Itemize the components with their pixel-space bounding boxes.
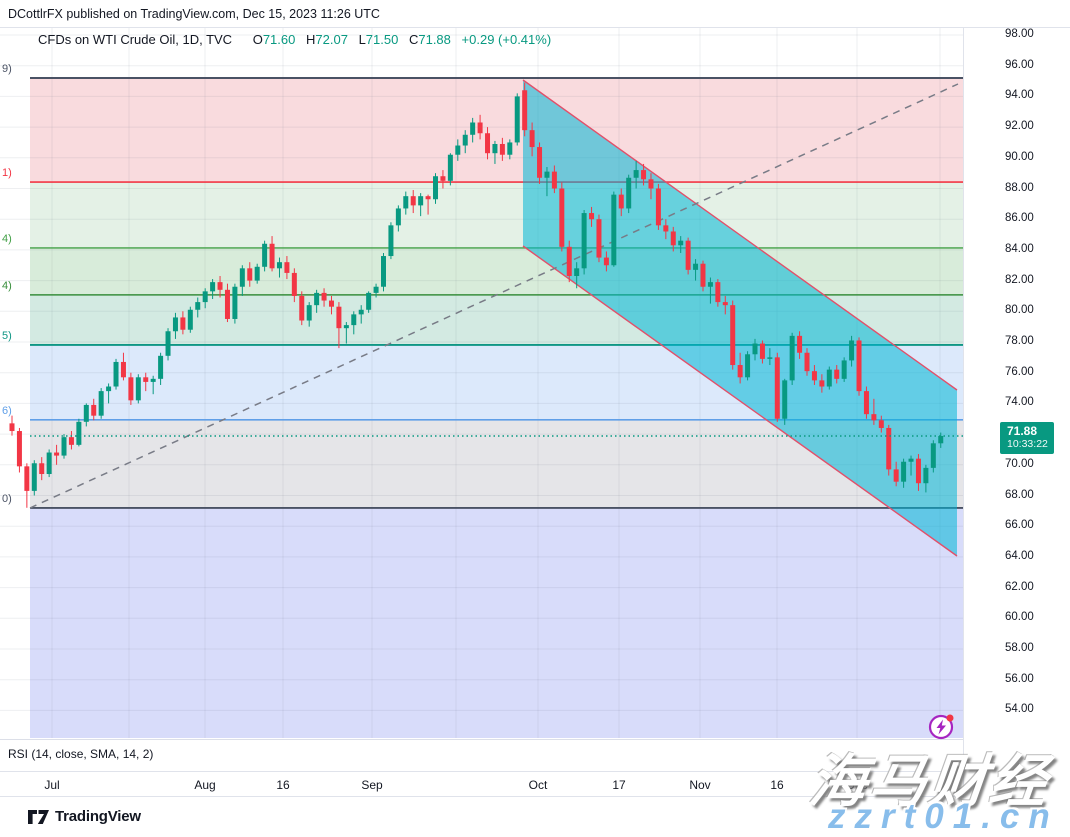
close-label: C bbox=[408, 32, 419, 47]
price-tick: 68.00 bbox=[1005, 488, 1034, 501]
high-label: H bbox=[306, 32, 316, 47]
footer: TradingView bbox=[0, 797, 1070, 836]
tradingview-logo-text: TradingView bbox=[55, 808, 141, 825]
publisher-text: DCottlrFX published on TradingView.com, … bbox=[8, 7, 380, 21]
clipped-price-level-label: 1) bbox=[2, 167, 12, 180]
chart-legend: CFDs on WTI Crude Oil, 1D, TVC O71.60 H7… bbox=[38, 32, 551, 47]
low-value: 71.50 bbox=[365, 32, 399, 47]
current-price-label: 71.88 10:33:22 bbox=[1000, 421, 1054, 454]
clipped-price-level-label: 6) bbox=[2, 404, 12, 417]
rsi-label: RSI (14, close, SMA, 14, 2) bbox=[8, 747, 154, 761]
lightning-bolt-icon bbox=[928, 714, 954, 740]
time-tick: Sep bbox=[361, 778, 383, 792]
rsi-pane[interactable]: RSI (14, close, SMA, 14, 2) bbox=[0, 739, 963, 772]
zone-red-zone bbox=[30, 77, 963, 183]
flash-ideas-button[interactable] bbox=[927, 711, 957, 741]
price-tick: 90.00 bbox=[1005, 150, 1034, 163]
current-price-value: 71.88 bbox=[1007, 423, 1038, 438]
price-tick: 82.00 bbox=[1005, 273, 1034, 286]
symbol-title: CFDs on WTI Crude Oil, 1D, TVC bbox=[38, 32, 233, 47]
price-tick: 76.00 bbox=[1005, 365, 1034, 378]
clipped-price-level-label: 0) bbox=[2, 492, 12, 505]
high-value: 72.07 bbox=[315, 32, 348, 47]
low-label: L bbox=[358, 32, 366, 47]
open-label: O bbox=[252, 32, 263, 47]
price-tick: 66.00 bbox=[1005, 519, 1034, 532]
price-tick: 58.00 bbox=[1005, 642, 1034, 654]
price-tick: 88.00 bbox=[1005, 181, 1034, 194]
tradingview-logo[interactable]: TradingView bbox=[28, 808, 141, 825]
clipped-price-level-label: 4) bbox=[2, 279, 12, 292]
price-tick: 96.00 bbox=[1005, 58, 1034, 71]
price-tick: 92.00 bbox=[1005, 120, 1034, 133]
price-tick: 86.00 bbox=[1005, 212, 1034, 225]
open-value: 71.60 bbox=[262, 32, 296, 47]
tradingview-mark-icon bbox=[28, 809, 49, 824]
price-tick: 64.00 bbox=[1005, 549, 1034, 562]
zone-green-zone-1 bbox=[30, 182, 963, 248]
price-tick: 70.00 bbox=[1005, 457, 1034, 470]
publisher-bar: DCottlrFX published on TradingView.com, … bbox=[0, 0, 1070, 28]
watermark-url: zzrt01.cn bbox=[828, 797, 1059, 836]
zone-lavender-zone bbox=[30, 507, 963, 739]
price-tick: 56.00 bbox=[1005, 672, 1034, 685]
price-tick: 94.00 bbox=[1005, 89, 1034, 102]
price-tick: 78.00 bbox=[1005, 335, 1034, 347]
clipped-price-level-label: 9) bbox=[2, 62, 12, 75]
time-axis[interactable]: Jul Aug 16 Sep Oct 17 Nov 16 Dec bbox=[0, 772, 963, 797]
price-tick: 74.00 bbox=[1005, 396, 1034, 409]
clipped-price-level-label: 5) bbox=[2, 329, 12, 342]
time-tick: 17 bbox=[612, 778, 626, 792]
close-value: 71.88 bbox=[418, 32, 451, 47]
time-tick: Nov bbox=[689, 778, 711, 792]
price-tick: 54.00 bbox=[1005, 703, 1034, 716]
countdown-timer: 10:33:22 bbox=[1007, 437, 1048, 450]
price-tick: 62.00 bbox=[1005, 580, 1034, 593]
time-tick: 16 bbox=[770, 778, 784, 792]
price-tick: 84.00 bbox=[1005, 242, 1034, 255]
price-tick: 60.00 bbox=[1005, 611, 1034, 624]
price-tick: 98.00 bbox=[1005, 28, 1034, 40]
price-tick: 80.00 bbox=[1005, 304, 1034, 317]
time-tick: Dec bbox=[846, 778, 868, 792]
time-tick: 16 bbox=[276, 778, 290, 792]
price-axis[interactable]: 98.00 96.00 94.00 92.00 90.00 88.00 86.00 84.00… bbox=[963, 0, 1070, 797]
time-tick: Aug bbox=[194, 778, 216, 792]
time-tick: Jul bbox=[44, 778, 60, 792]
clipped-price-level-label: 4) bbox=[2, 232, 12, 245]
time-tick: Oct bbox=[528, 778, 548, 792]
notification-dot bbox=[946, 714, 954, 722]
change-value: +0.29 (+0.41%) bbox=[461, 32, 552, 47]
